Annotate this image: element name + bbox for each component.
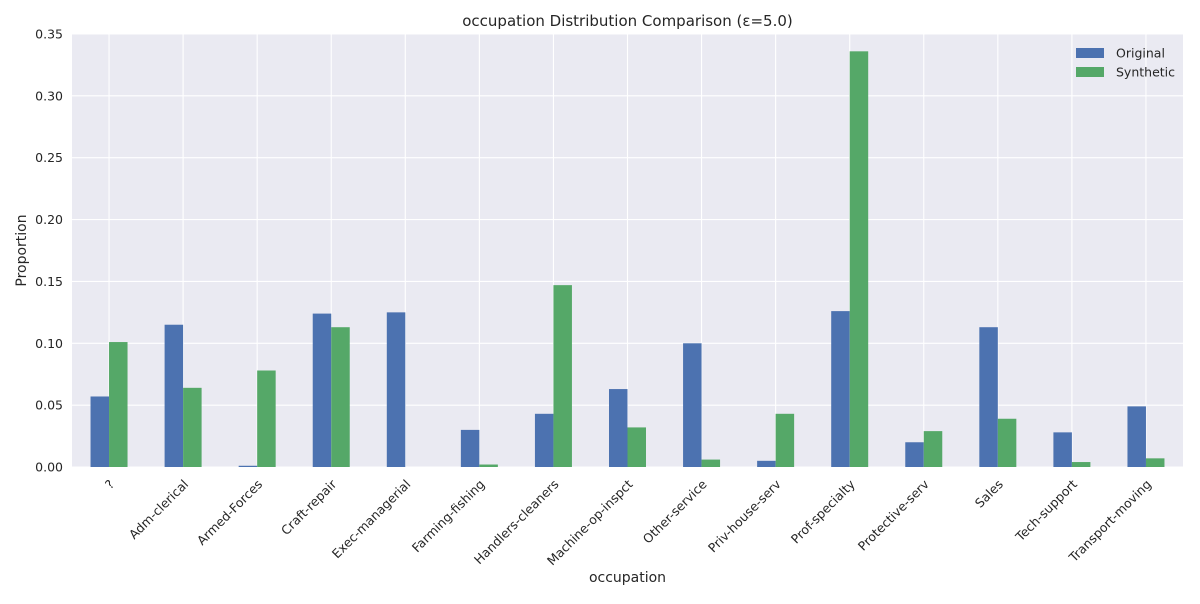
legend-label-synthetic: Synthetic xyxy=(1116,65,1175,80)
x-tick-label: Protective-serv xyxy=(855,476,933,554)
bar-synthetic xyxy=(257,370,276,467)
bar-synthetic xyxy=(1145,458,1165,467)
bar-original xyxy=(534,413,554,467)
legend: Original Synthetic xyxy=(1076,46,1175,80)
bar-synthetic xyxy=(553,285,572,467)
x-tick-label: Armed-Forces xyxy=(194,477,266,549)
y-tick-label: 0.30 xyxy=(35,88,63,103)
bar-synthetic xyxy=(923,431,943,467)
y-tick-label: 0.05 xyxy=(35,398,63,413)
x-tick-label: Exec-managerial xyxy=(329,477,414,562)
bar-synthetic xyxy=(775,413,795,467)
x-tick-label: Craft-repair xyxy=(278,476,340,538)
y-tick-label: 0.10 xyxy=(35,336,63,351)
y-tick-label: 0.25 xyxy=(35,150,63,165)
x-tick-label: Tech-support xyxy=(1012,476,1080,544)
x-tick-label: Farming-fishing xyxy=(409,477,488,556)
bar-synthetic xyxy=(183,387,202,467)
bar-original xyxy=(312,313,332,467)
bar-original xyxy=(609,389,628,467)
bar-original xyxy=(905,442,924,467)
bar-original xyxy=(164,324,184,467)
bar-original xyxy=(460,429,480,467)
y-tick-label: 0.35 xyxy=(35,27,63,42)
bar-original xyxy=(979,327,998,467)
bar-synthetic xyxy=(627,427,646,467)
x-axis-label: occupation xyxy=(589,570,666,586)
x-tick-label: Priv-house-serv xyxy=(705,476,784,555)
bar-original xyxy=(1127,406,1146,467)
x-tick-label: Adm-clerical xyxy=(126,477,191,542)
legend-swatch-original xyxy=(1076,48,1104,58)
bar-synthetic xyxy=(109,342,128,467)
x-tick-label: Other-service xyxy=(640,476,710,546)
bar-synthetic xyxy=(331,327,350,467)
x-tick-label: Sales xyxy=(972,477,1006,511)
legend-label-original: Original xyxy=(1116,46,1165,61)
bar-original xyxy=(831,311,850,467)
y-axis-ticks: 0.00 0.05 0.10 0.15 0.20 0.25 0.30 0.35 xyxy=(35,27,63,475)
bar-synthetic xyxy=(1071,462,1091,467)
bar-original xyxy=(1053,432,1072,467)
bar-original xyxy=(90,396,110,467)
y-tick-label: 0.20 xyxy=(35,212,63,227)
bar-synthetic xyxy=(997,418,1017,467)
bar-original xyxy=(683,343,702,467)
bar-original xyxy=(757,460,776,467)
chart-title: occupation Distribution Comparison (ε=5.… xyxy=(462,12,792,30)
x-axis-ticks: ? Adm-clerical Armed-Forces Craft-repairExe… xyxy=(102,476,1154,568)
x-tick-label: Transport-moving xyxy=(1065,477,1154,566)
legend-swatch-synthetic xyxy=(1076,67,1104,77)
x-tick-label: Prof-specialty xyxy=(788,476,858,546)
y-tick-label: 0.15 xyxy=(35,274,63,289)
bar-synthetic xyxy=(701,459,721,467)
bar-original xyxy=(386,312,406,467)
bars xyxy=(90,51,1165,467)
y-axis-label: Proportion xyxy=(14,214,30,286)
bar-synthetic xyxy=(849,51,869,467)
x-tick-label: ? xyxy=(102,477,117,492)
bar-synthetic xyxy=(479,464,498,467)
y-tick-label: 0.00 xyxy=(35,460,63,475)
bar-original xyxy=(238,465,258,467)
